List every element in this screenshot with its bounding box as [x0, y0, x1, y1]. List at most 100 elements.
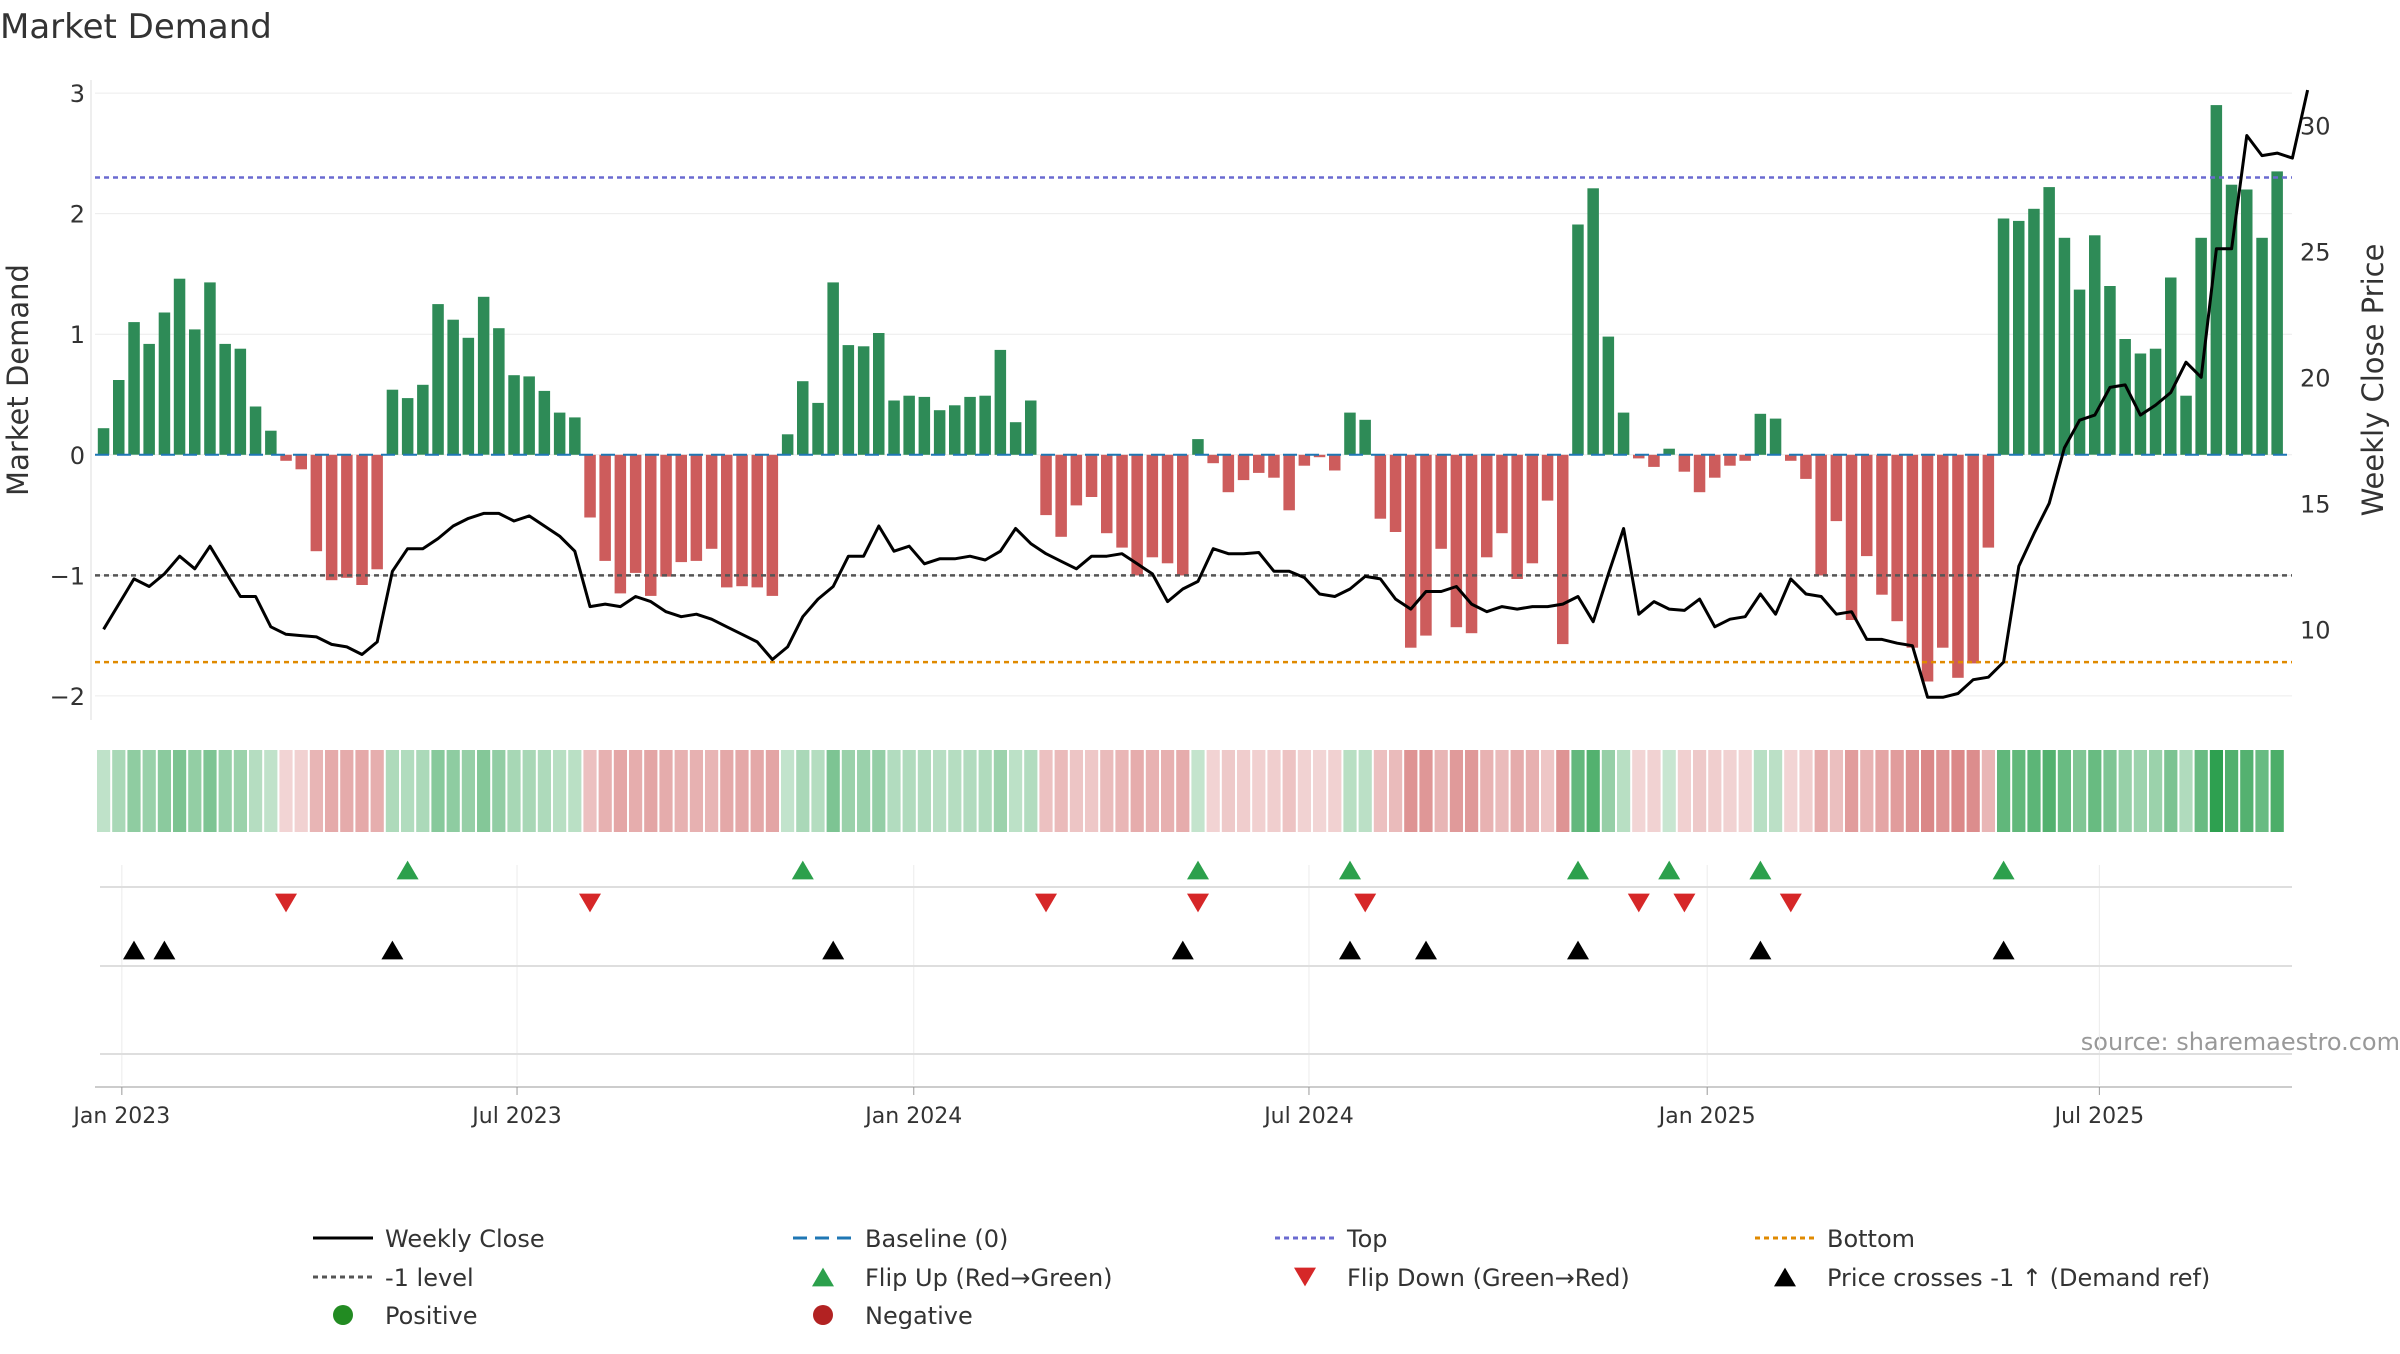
- demand-bar: [721, 454, 733, 588]
- demand-bar: [569, 417, 581, 455]
- strip-cell: [1845, 750, 1859, 832]
- strip-cell: [1571, 750, 1585, 832]
- strip-cell: [1890, 750, 1904, 832]
- legend-label: Flip Down (Green→Red): [1347, 1264, 1630, 1292]
- demand-bar: [629, 454, 642, 573]
- demand-bar: [447, 319, 459, 455]
- demand-bar: [1177, 454, 1189, 576]
- strip-cell: [1206, 750, 1220, 832]
- demand-bar: [1222, 454, 1235, 493]
- demand-bar: [873, 333, 885, 455]
- demand-bar: [903, 395, 915, 455]
- demand-bar: [2241, 189, 2253, 455]
- y-tick-label: 2: [70, 201, 85, 229]
- legend-entry: Price crosses -1 ↑ (Demand ref): [1774, 1264, 2210, 1292]
- y2-tick-label: 15: [2300, 490, 2331, 518]
- strip-cell: [1617, 750, 1631, 832]
- strip-cell: [933, 750, 947, 832]
- reference-lines-layer: [95, 176, 2292, 664]
- strip-cell: [735, 750, 749, 832]
- strip-cell: [2270, 750, 2284, 832]
- demand-bar: [2225, 184, 2238, 455]
- demand-bar: [1207, 454, 1219, 464]
- strip-cell: [1723, 750, 1737, 832]
- strip-cell: [218, 750, 232, 832]
- demand-bar: [249, 406, 262, 455]
- demand-bar: [341, 454, 353, 578]
- strip-cell: [1693, 750, 1707, 832]
- legend-entry: Negative: [813, 1302, 973, 1330]
- x-tick-label: Jul 2025: [2053, 1104, 2145, 1129]
- strip-cell: [1525, 750, 1539, 832]
- strip-cell: [325, 750, 339, 832]
- demand-bar: [310, 454, 323, 552]
- strip-cell: [2088, 750, 2102, 832]
- demand-bar: [1815, 454, 1827, 576]
- strip-cell: [917, 750, 931, 832]
- strip-cell: [674, 750, 688, 832]
- strip-cell: [1601, 750, 1615, 832]
- strip-cell: [705, 750, 719, 832]
- flip-up-marker: [791, 860, 814, 880]
- strip-cell: [1632, 750, 1646, 832]
- demand-bar: [736, 454, 748, 587]
- legend-entry: -1 level: [313, 1264, 474, 1292]
- strip-cell: [1480, 750, 1494, 832]
- demand-bar: [2180, 395, 2192, 455]
- strip-cell: [1465, 750, 1479, 832]
- price-cross-marker: [1415, 940, 1437, 960]
- strip-cell: [370, 750, 384, 832]
- demand-bar: [386, 389, 399, 455]
- legend-entry: Weekly Close: [313, 1225, 545, 1253]
- demand-bar: [1769, 418, 1782, 455]
- strip-cell: [294, 750, 308, 832]
- demand-bar: [842, 345, 855, 455]
- strip-cell: [2179, 750, 2193, 832]
- demand-bar: [979, 395, 991, 455]
- strip-cell: [2027, 750, 2041, 832]
- strip-cell: [1997, 750, 2011, 832]
- demand-bar: [1754, 413, 1767, 455]
- strip-cell: [629, 750, 643, 832]
- x-tick-label: Jul 2024: [1262, 1104, 1354, 1129]
- demand-bar: [265, 430, 277, 455]
- weekly-close-line: [102, 89, 2310, 699]
- strip-cell: [1221, 750, 1235, 832]
- strip-cell: [1769, 750, 1783, 832]
- demand-bar: [1496, 454, 1508, 534]
- demand-bar: [113, 380, 125, 455]
- demand-bar: [1633, 454, 1645, 459]
- strip-cell: [461, 750, 475, 832]
- flip-down-marker: [1187, 893, 1209, 913]
- demand-bar: [2195, 237, 2207, 455]
- strip-cell: [477, 750, 491, 832]
- demand-bar: [1253, 454, 1265, 473]
- y2-tick-label: 25: [2300, 238, 2331, 266]
- strip-cell: [781, 750, 795, 832]
- demand-bar: [1876, 454, 1888, 595]
- demand-bar: [1405, 454, 1417, 648]
- y-tick-label: −2: [50, 683, 85, 711]
- strip-cell: [173, 750, 187, 832]
- strip-cell: [1647, 750, 1661, 832]
- strip-cell: [355, 750, 369, 832]
- strip-cell: [309, 750, 323, 832]
- legend-entry: Baseline (0): [793, 1225, 1008, 1253]
- strip-cell: [1951, 750, 1965, 832]
- strip-cell: [872, 750, 886, 832]
- demand-bar: [1116, 454, 1128, 548]
- demand-bar: [2256, 237, 2268, 455]
- demand-bar: [1693, 454, 1706, 493]
- demand-bar: [933, 410, 946, 455]
- strip-cell: [446, 750, 460, 832]
- y-tick-label: 0: [70, 442, 85, 470]
- demand-bar: [1237, 454, 1250, 481]
- strip-cell: [1860, 750, 1874, 832]
- demand-bar: [949, 405, 961, 455]
- demand-bar: [462, 337, 475, 455]
- demand-bar: [1906, 454, 1919, 648]
- strip-cell: [1237, 750, 1251, 832]
- demand-bar: [508, 375, 520, 455]
- strip-cell: [2240, 750, 2254, 832]
